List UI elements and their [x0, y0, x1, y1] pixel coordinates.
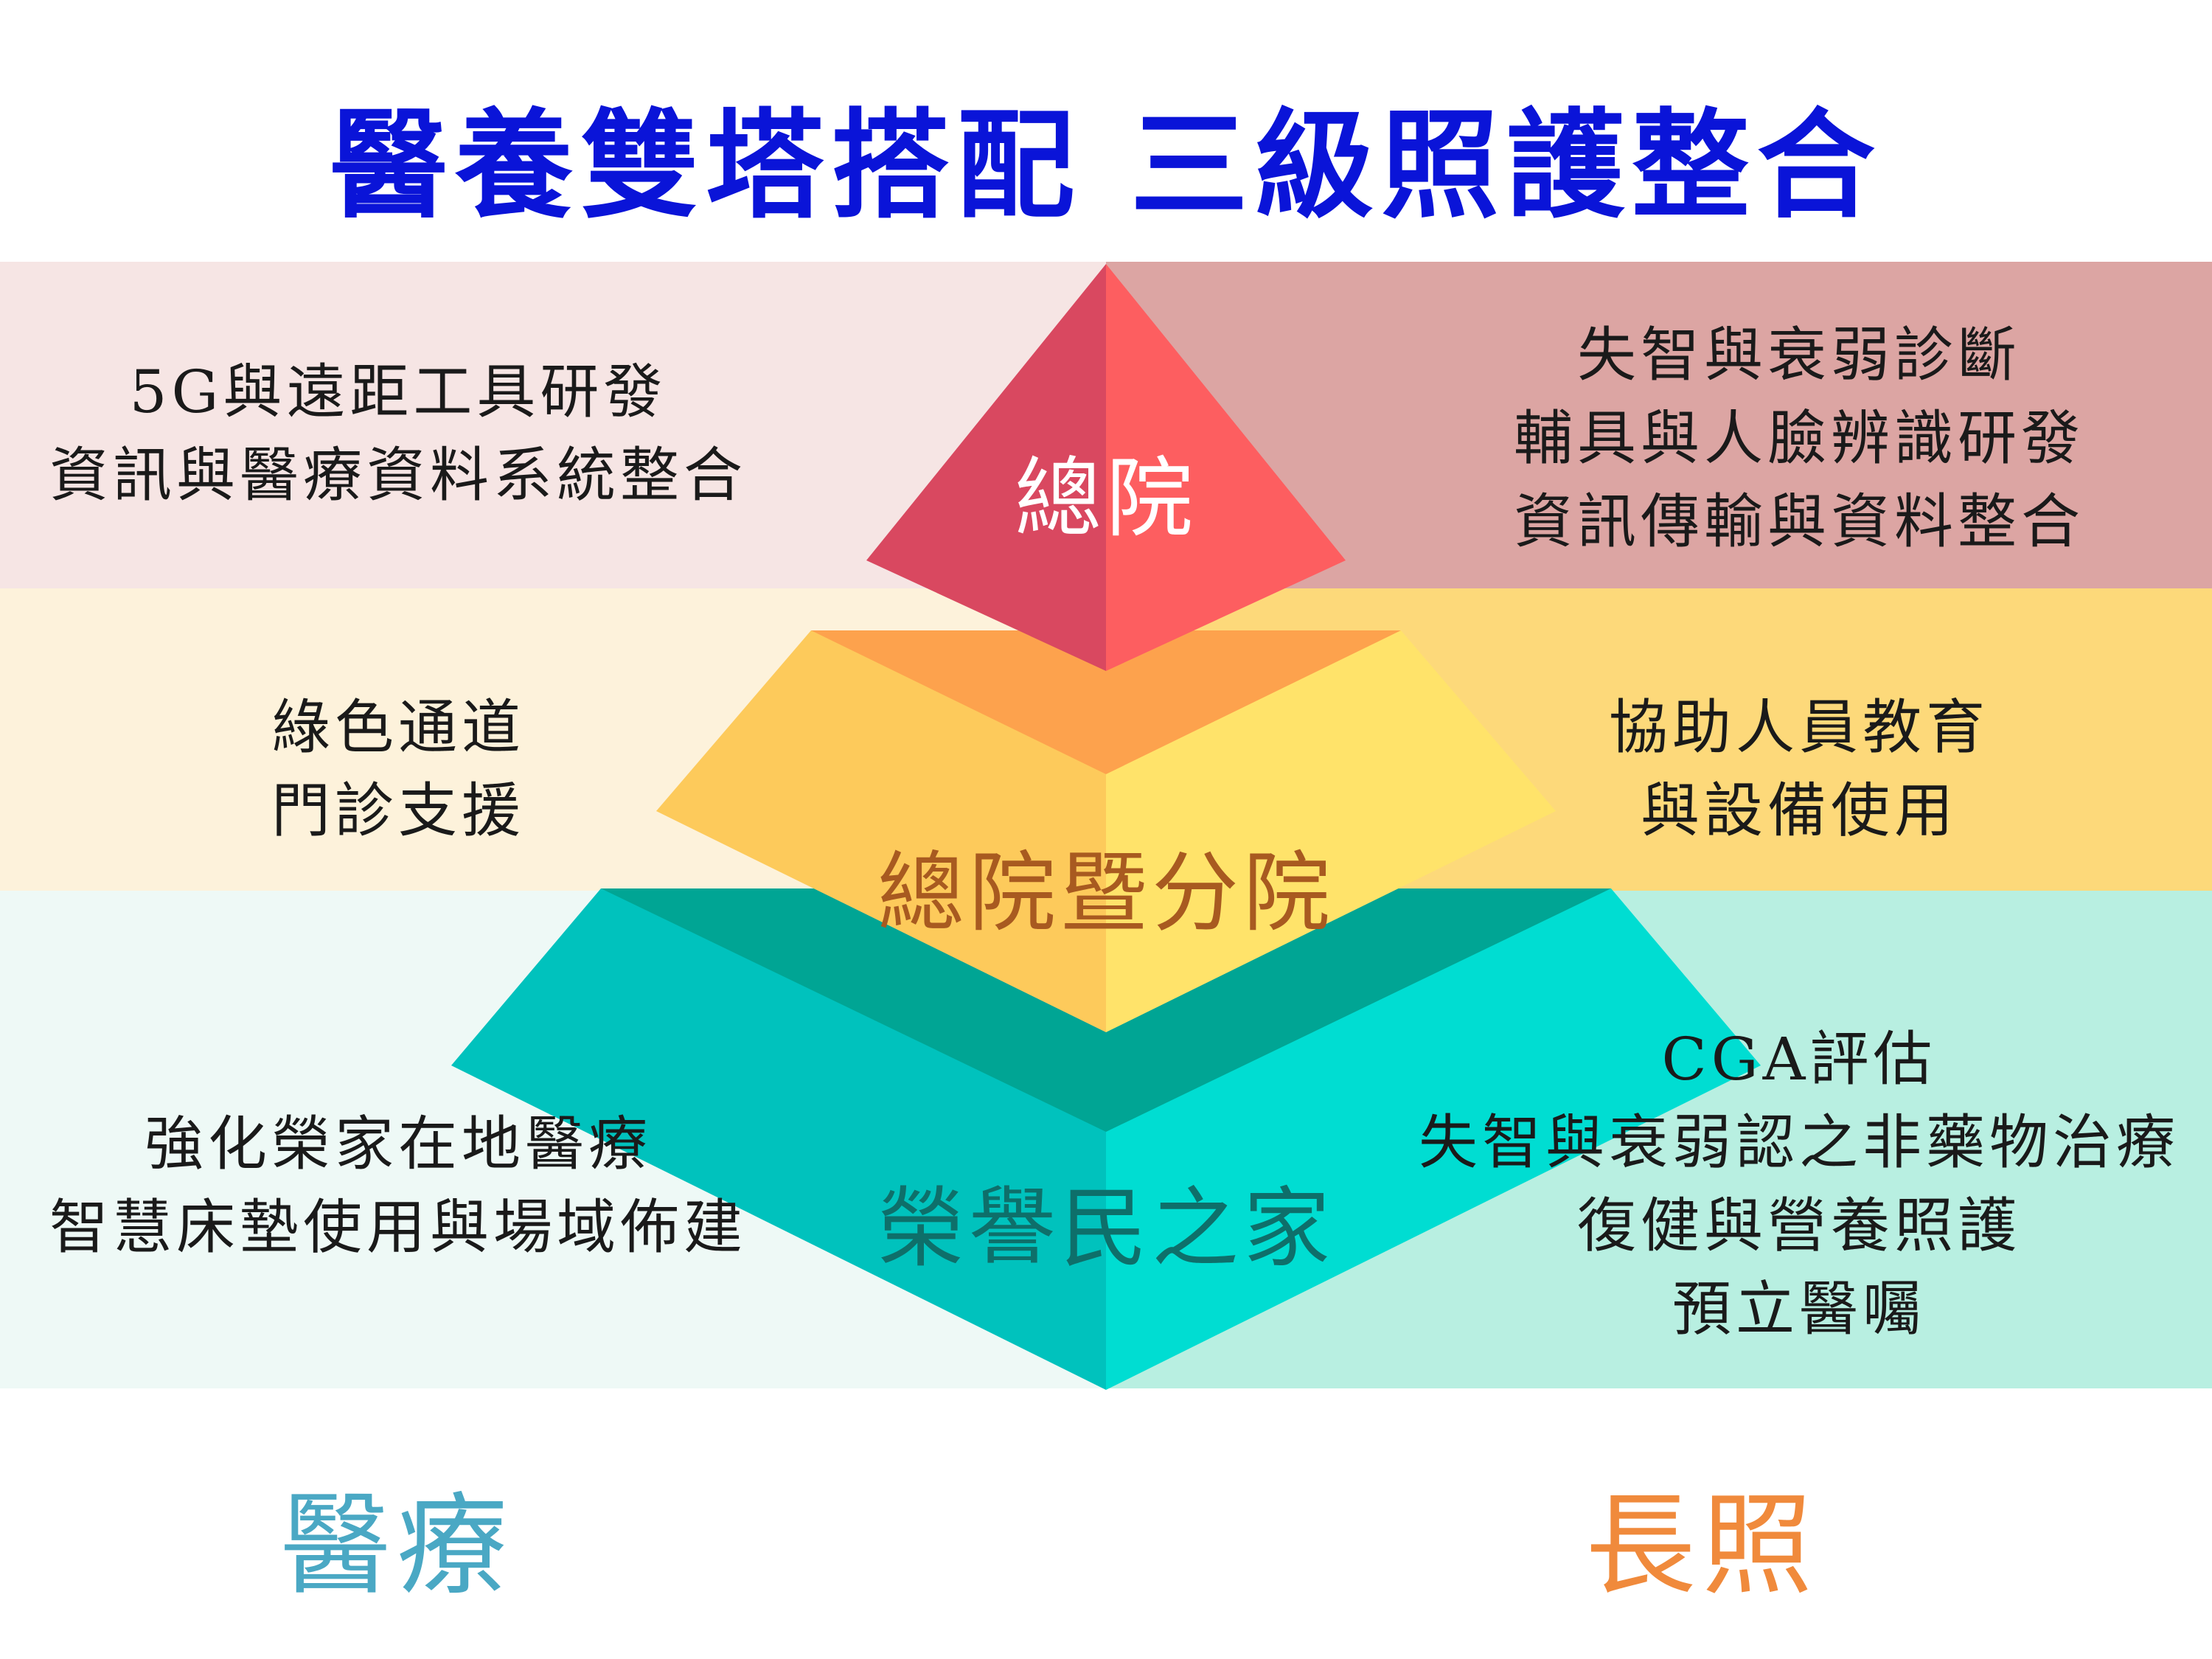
right-top-line-3: 資訊傳輸與資料整合: [1514, 487, 2084, 556]
right-middle-line-2: 與設備使用: [1641, 776, 1958, 845]
right-middle-block: 協助人員教育 與設備使用: [1386, 686, 2212, 852]
right-top-line-1: 失智與衰弱診斷: [1577, 321, 2021, 389]
pyramid-tier-top: [866, 264, 1346, 671]
tier-label-middle: 總院暨分院: [877, 842, 1335, 944]
left-top-block: 5G與遠距工具研發 資訊與醫療資料系統整合: [15, 350, 782, 517]
left-middle-block: 綠色通道 門診支援: [15, 686, 782, 852]
footer-label-longterm-care: 長照: [1585, 1482, 1819, 1610]
right-bottom-line-1: CGA評估: [1661, 1025, 1937, 1093]
left-top-line-2: 資訊與醫療資料系統整合: [49, 441, 747, 509]
page-title: 醫養雙塔搭配 三級照護整合: [330, 96, 1882, 234]
footer-label-medical: 醫療: [280, 1482, 514, 1610]
pyramid-tier-middle: [656, 630, 1556, 1032]
tier-label-bottom: 榮譽民之家: [877, 1178, 1335, 1279]
right-bottom-block: CGA評估 失智與衰弱認之非藥物治療 復健與營養照護 預立醫囑: [1386, 1018, 2212, 1351]
right-bottom-line-3: 復健與營養照護: [1577, 1192, 2021, 1260]
tier-label-top: 總院: [1014, 448, 1197, 549]
right-top-block: 失智與衰弱診斷 輔具與人臉辨識研發 資訊傳輸與資料整合: [1386, 313, 2212, 563]
right-middle-line-1: 協助人員教育: [1609, 693, 1989, 762]
left-bottom-line-2: 智慧床墊使用與場域佈建: [49, 1193, 747, 1262]
left-top-line-1: 5G與遠距工具研發: [129, 358, 667, 426]
right-bottom-line-4: 預立醫囑: [1672, 1275, 1926, 1343]
left-bottom-block: 強化榮家在地醫療 智慧床墊使用與場域佈建: [15, 1102, 782, 1269]
right-bottom-line-2: 失智與衰弱認之非藥物治療: [1419, 1108, 2180, 1177]
left-middle-line-2: 門診支援: [271, 776, 525, 845]
left-middle-line-1: 綠色通道: [271, 693, 525, 762]
left-bottom-line-1: 強化榮家在地醫療: [145, 1110, 652, 1178]
right-top-line-2: 輔具與人臉辨識研發: [1514, 404, 2084, 473]
